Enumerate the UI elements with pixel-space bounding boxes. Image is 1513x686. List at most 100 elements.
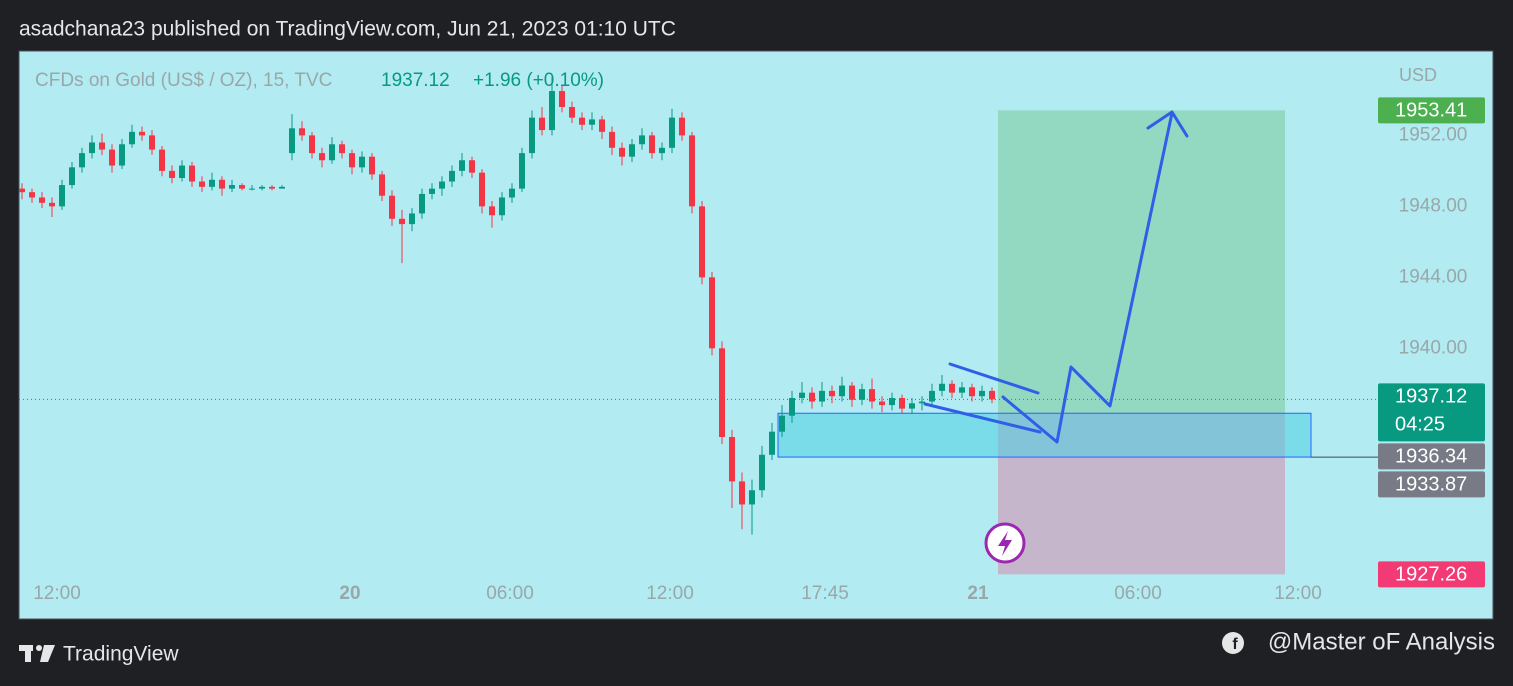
candle-body — [669, 117, 675, 148]
candle-body — [379, 174, 385, 196]
candle-body — [449, 170, 455, 182]
y-tick-label: 1940.00 — [1399, 337, 1468, 358]
candle-body — [559, 91, 565, 108]
candle-body — [959, 387, 965, 393]
candle-body — [489, 206, 495, 216]
candle-body — [339, 144, 345, 154]
candle-body — [929, 390, 935, 402]
candle-body — [519, 153, 525, 189]
candle-body — [819, 390, 825, 402]
candle-body — [529, 117, 535, 154]
candle-body — [139, 131, 145, 136]
candle-body — [269, 186, 275, 189]
candle-body — [979, 390, 985, 397]
price-label: 1933.87 — [1395, 474, 1467, 496]
candle-body — [779, 415, 785, 432]
facebook-icon: f — [1222, 632, 1244, 654]
drawing — [923, 110, 1189, 444]
candle-body — [469, 160, 475, 173]
price-label: 1937.12 — [1395, 386, 1467, 408]
x-tick-label: 12:00 — [33, 583, 81, 604]
projection-path — [1001, 111, 1174, 444]
chart-area — [18, 50, 1494, 620]
candle-body — [599, 119, 605, 132]
candle-body — [319, 153, 325, 161]
candle-body — [49, 202, 55, 207]
candle-body — [629, 144, 635, 157]
x-tick-label: 17:45 — [801, 583, 849, 604]
wedge-line — [948, 362, 1040, 395]
y-tick-label: 1948.00 — [1399, 195, 1468, 216]
candle-body — [429, 188, 435, 194]
candle-body — [829, 390, 835, 397]
candle-body — [359, 156, 365, 168]
candle-body — [509, 188, 515, 198]
wedge-line — [923, 402, 1042, 434]
arrow-head — [1146, 110, 1189, 138]
x-tick-label: 20 — [339, 583, 360, 604]
candle-body — [549, 91, 555, 131]
candle-body — [439, 181, 445, 189]
y-tick-label: 1952.00 — [1399, 124, 1468, 145]
candle-body — [309, 135, 315, 154]
candle-body — [939, 383, 945, 391]
candle-body — [899, 397, 905, 409]
candle-body — [869, 389, 875, 402]
candle-body — [399, 218, 405, 225]
candle-body — [649, 135, 655, 154]
candle-body — [619, 147, 625, 157]
candle-body — [789, 397, 795, 416]
change-legend: +1.96 (+0.10%) — [473, 70, 604, 91]
candle-body — [199, 181, 205, 187]
candle-body — [769, 431, 775, 455]
candle-body — [219, 179, 225, 189]
svg-text:f: f — [1232, 636, 1238, 653]
candle-body — [699, 206, 705, 278]
candle-body — [659, 147, 665, 154]
candle-body — [459, 160, 465, 171]
candle-body — [279, 186, 285, 189]
candle-body — [169, 170, 175, 178]
candle-body — [749, 490, 755, 505]
candle-body — [589, 119, 595, 125]
candle-body — [949, 383, 955, 393]
candle-body — [479, 172, 485, 207]
candle-body — [609, 131, 615, 148]
candle-body — [419, 193, 425, 214]
candle-body — [109, 149, 115, 166]
candle-body — [709, 277, 715, 349]
candle-body — [859, 389, 865, 400]
candle-body — [809, 392, 815, 402]
candle-body — [239, 185, 245, 189]
candle-body — [259, 186, 265, 189]
candle-body — [179, 165, 185, 178]
candle-body — [329, 144, 335, 161]
candle-body — [99, 142, 105, 150]
y-tick-label: 1944.00 — [1399, 266, 1468, 287]
candle-body — [289, 128, 295, 154]
candle-body — [159, 149, 165, 171]
publish-header: asadchana23 published on TradingView.com… — [19, 18, 676, 41]
candle-body — [499, 197, 505, 216]
candle-body — [59, 185, 65, 207]
last-price-legend: 1937.12 — [381, 70, 450, 91]
price-label-box — [1378, 443, 1485, 470]
candle-body — [839, 385, 845, 397]
candle-body — [569, 107, 575, 118]
candle-body — [79, 153, 85, 168]
price-label: 1936.34 — [1395, 446, 1467, 468]
candle-body — [119, 144, 125, 166]
price-label-box — [1378, 561, 1485, 588]
candle-body — [759, 454, 765, 491]
demand-zone — [777, 412, 1312, 458]
candle-body — [389, 195, 395, 219]
alert-icon[interactable] — [984, 522, 1026, 564]
price-label-box — [1378, 97, 1485, 124]
candle-body — [89, 142, 95, 154]
candle-body — [689, 135, 695, 207]
candle-body — [369, 156, 375, 175]
x-tick-label: 21 — [967, 583, 989, 604]
candle-body — [879, 401, 885, 406]
x-tick-label: 06:00 — [1114, 583, 1162, 604]
